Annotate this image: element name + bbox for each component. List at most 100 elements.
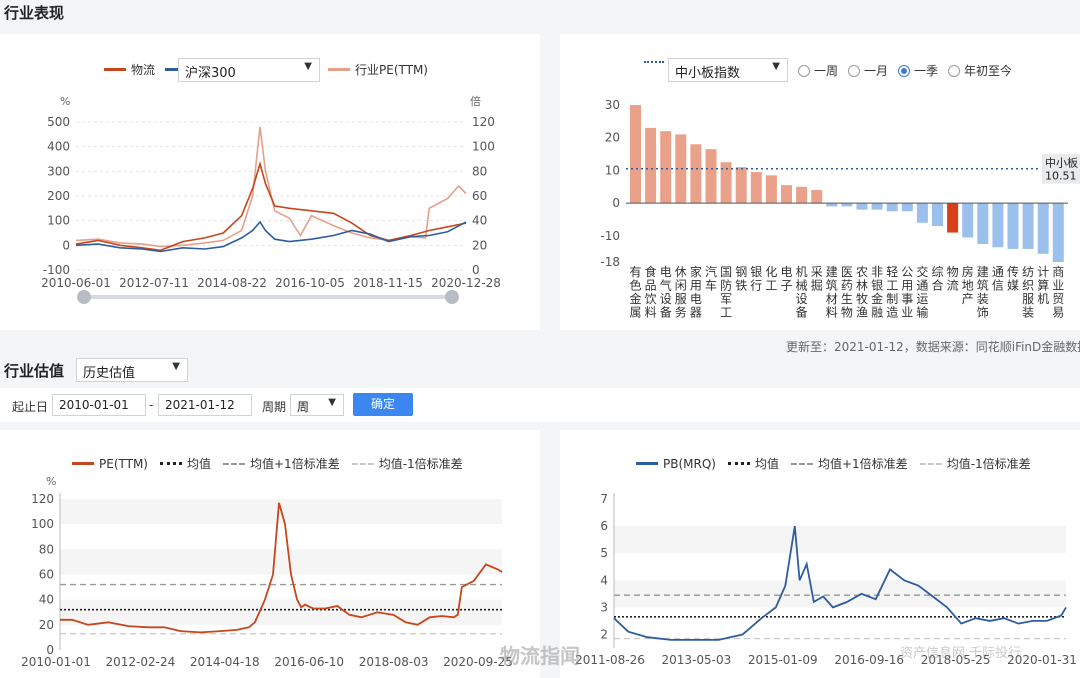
y-axis-unit: % — [46, 475, 56, 488]
range-slider-handle-start[interactable] — [77, 290, 91, 304]
legend-label-pe-ttm: PE(TTM) — [99, 456, 148, 471]
y-tick-label: 20 — [39, 618, 54, 632]
legend-swatch-mean — [159, 462, 182, 465]
category-label: 轻工制造 — [886, 265, 898, 320]
y2-tick-label: 80 — [472, 164, 487, 178]
bar-16 — [871, 203, 883, 210]
bar-5 — [705, 149, 717, 204]
reference-tag-name: 中小板 — [1045, 156, 1078, 170]
index-select[interactable]: 沪深300 ▼ — [178, 58, 320, 82]
legend-swatch-pb-mrq — [636, 462, 658, 465]
start-date-input[interactable]: 2010-01-01 — [52, 394, 146, 416]
x-tick-label: 2016-06-10 — [274, 655, 344, 669]
series-line-0 — [75, 161, 467, 252]
legend-swatch-pe-ttm — [72, 462, 94, 465]
y2-axis-unit: 倍 — [470, 94, 481, 108]
x-tick-label: 2018-05-25 — [921, 653, 991, 667]
grid-band — [614, 580, 1066, 608]
end-date-input[interactable]: 2021-01-12 — [158, 394, 252, 416]
x-tick-label: 2020-12-28 — [431, 276, 501, 290]
period-radio-group: 一周 一月 一季 年初至今 — [798, 62, 1022, 79]
y2-tick-label: 20 — [472, 238, 487, 252]
y-tick-label: 120 — [31, 492, 54, 506]
category-label: 综合 — [931, 265, 943, 293]
y-tick-label: -100 — [43, 263, 70, 277]
legend-swatch-plus — [790, 462, 813, 465]
category-label: 公用事业 — [901, 265, 913, 320]
legend-swatch-pe — [328, 68, 350, 71]
y-tick-label: 0 — [612, 196, 620, 210]
y-tick-label: 400 — [47, 140, 70, 154]
bar-28 — [1052, 203, 1064, 262]
x-tick-label: 2018-08-03 — [359, 655, 429, 669]
legend-swatch-plus — [223, 462, 245, 465]
grid-band — [614, 526, 1066, 554]
period-radio-2[interactable]: 一季 — [898, 62, 938, 79]
bar-22 — [962, 203, 974, 238]
y-tick-label: 7 — [600, 492, 608, 506]
range-slider-handle-end[interactable] — [445, 290, 459, 304]
bar-14 — [841, 203, 853, 207]
period-radio-0[interactable]: 一周 — [798, 62, 838, 79]
x-tick-label: 2020-01-31 — [1007, 653, 1077, 667]
period-radio-1[interactable]: 一月 — [848, 62, 888, 79]
industry-bar-panel: 中小板指数 ▼ 一周 一月 一季 年初至今 -18 -10 0 10 20 30 有色金属 食品饮料… — [560, 34, 1080, 330]
legend-label-pe: 行业PE(TTM) — [355, 63, 428, 77]
bar-6 — [720, 162, 732, 204]
y-tick-label: 100 — [47, 214, 70, 228]
pe-legend: PE(TTM) 均值 均值+1倍标准差 均值-1倍标准差 — [72, 455, 463, 472]
y-tick-label: 500 — [47, 115, 70, 129]
pe-line-chart: % 0 20 40 60 80 100 120 2010-01-01 2012-02-24 2014… — [21, 475, 513, 669]
valuation-select[interactable]: 历史估值 ▼ — [76, 358, 188, 382]
category-label: 电气设备 — [660, 265, 672, 320]
category-label: 房地产 — [962, 264, 974, 306]
radio-circle-icon — [798, 64, 810, 77]
confirm-button[interactable]: 确定 — [353, 393, 413, 416]
y-tick-label: 20 — [605, 131, 620, 145]
chevron-down-icon: ▼ — [172, 361, 180, 372]
category-label: 医药生物 — [841, 265, 853, 320]
y2-tick-label: 0 — [472, 263, 480, 277]
period-select[interactable]: 周 ▼ — [290, 394, 344, 416]
bar-7 — [735, 167, 747, 204]
industry-bar-chart: -18 -10 0 10 20 30 有色金属食品饮料电气设备休闲服务家用电器汽车国防军工钢… — [600, 98, 1080, 320]
pe-panel: PE(TTM) 均值 均值+1倍标准差 均值-1倍标准差 % 0 20 40 60 80 1… — [0, 430, 540, 678]
category-label: 休闲服务 — [675, 265, 687, 320]
bar-index-select-value: 中小板指数 — [675, 66, 741, 81]
category-label: 纺织服装 — [1022, 265, 1034, 320]
grid-band — [60, 549, 502, 575]
y-axis-unit: % — [60, 95, 70, 108]
category-label: 采掘 — [811, 265, 823, 293]
x-tick-label: 2016-10-05 — [275, 276, 345, 290]
legend-label-mean: 均值 — [186, 457, 211, 471]
watermark: 物流指闻 — [500, 644, 580, 668]
y-tick-label: 80 — [39, 542, 54, 556]
bar-index-select[interactable]: 中小板指数 ▼ — [668, 58, 788, 82]
period-radio-label: 一周 — [814, 64, 839, 78]
y-tick-label: 0 — [46, 643, 54, 657]
bar-27 — [1037, 203, 1049, 254]
legend-label-plus: 均值+1倍标准差 — [250, 457, 340, 471]
y-tick-label: 0 — [62, 238, 70, 252]
category-label: 通信 — [992, 265, 1004, 293]
bar-15 — [856, 203, 868, 210]
legend-swatch-minus — [351, 462, 374, 465]
y-tick-label: -10 — [600, 229, 620, 243]
grid-band — [60, 599, 502, 625]
section-title-performance: 行业表现 — [4, 4, 65, 22]
pb-legend: PB(MRQ) 均值 均值+1倍标准差 均值-1倍标准差 — [636, 455, 1031, 472]
valuation-series-line — [613, 525, 1067, 641]
period-select-value: 周 — [297, 400, 310, 414]
period-radio-label: 一月 — [864, 64, 889, 78]
date-separator: - — [149, 398, 154, 412]
period-radio-3[interactable]: 年初至今 — [948, 62, 1012, 79]
category-label: 化工 — [765, 265, 777, 293]
x-tick-label: 2020-09-25 — [443, 655, 513, 669]
legend-label-pb-mrq: PB(MRQ) — [663, 456, 716, 471]
y-tick-label: 2 — [600, 627, 608, 641]
x-tick-label: 2014-04-18 — [190, 655, 260, 669]
reference-tag — [1042, 153, 1080, 184]
chevron-down-icon: ▼ — [772, 61, 780, 72]
y-tick-label: -18 — [600, 255, 620, 269]
watermark-2: 资产信息网 千际投行 — [900, 646, 1022, 661]
